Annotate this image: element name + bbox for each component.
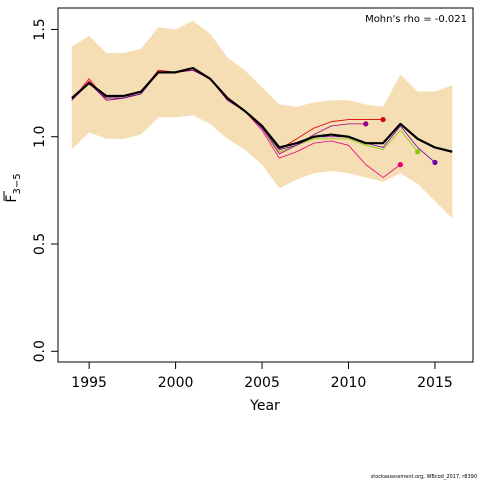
series-endpoint-4 xyxy=(415,149,421,155)
x-tick-label-2000: 2000 xyxy=(158,375,194,391)
series-endpoint-3 xyxy=(363,121,369,127)
y-tick-label-0.5: 0.5 xyxy=(32,233,48,255)
series-endpoint-1 xyxy=(397,162,403,168)
y-axis-title-main: F xyxy=(4,195,20,203)
y-tick-label-1: 1.0 xyxy=(32,126,48,148)
axes: 1995 2000 2005 2010 2015 0.0 0.5 1.0 1.5 xyxy=(32,7,474,391)
mohns-rho-annotation: Mohn's rho = -0.021 xyxy=(365,14,467,25)
series-endpoints xyxy=(363,116,438,168)
plot-frame xyxy=(57,7,474,363)
y-axis-title: F3−5 xyxy=(3,173,23,203)
y-tick-label-1.5: 1.5 xyxy=(32,18,48,40)
x-tick-label-2005: 2005 xyxy=(244,375,280,391)
confidence-band xyxy=(71,20,453,219)
x-tick-label-1995: 1995 xyxy=(71,375,107,391)
x-tick-label-2010: 2010 xyxy=(331,375,367,391)
x-axis-title: Year xyxy=(249,398,280,414)
series-line-6 xyxy=(71,66,453,153)
svg-text:F3−5: F3−5 xyxy=(4,173,23,202)
y-axis-title-subscript: 3−5 xyxy=(12,173,23,194)
series-endpoint-5 xyxy=(432,159,438,166)
confidence-band-area xyxy=(71,20,453,219)
series-layer xyxy=(71,66,453,178)
x-tick-label-2015: 2015 xyxy=(417,375,453,391)
series-endpoint-2 xyxy=(380,116,386,123)
y-tick-label-0: 0.0 xyxy=(32,340,48,362)
credit-text: stockassessment.org, WBcod_2017, r8390 xyxy=(371,474,477,480)
